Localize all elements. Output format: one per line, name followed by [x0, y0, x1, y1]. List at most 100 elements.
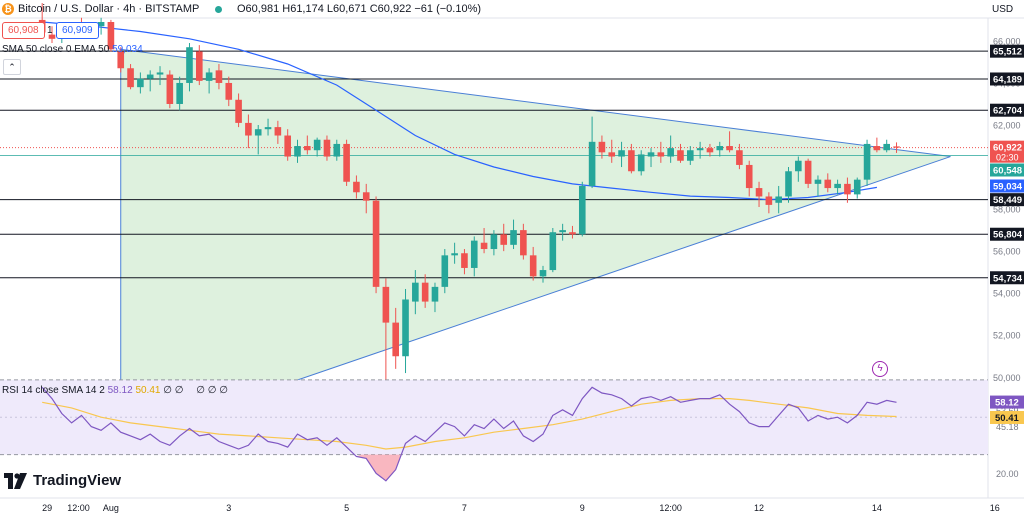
- candle-body: [431, 286, 439, 302]
- ohlc-readout: O60,981 H61,174 L60,671 C60,922 −61 (−0.…: [237, 3, 482, 15]
- candle: [520, 223, 527, 260]
- currency-label[interactable]: USD: [992, 4, 1014, 15]
- candle-body: [706, 148, 714, 153]
- last-price-tag: [990, 140, 1024, 163]
- candle-body: [637, 154, 645, 172]
- candle-body: [578, 185, 586, 235]
- candle-body: [294, 146, 301, 157]
- candle: [48, 26, 56, 44]
- ema-price-tag: [990, 179, 1024, 193]
- candle-body: [559, 230, 566, 233]
- candle: [529, 246, 537, 281]
- price-tick-label: 66,000: [993, 36, 1021, 46]
- rsi-sma-label: 50.41: [995, 413, 1019, 424]
- rsi-legend[interactable]: RSI 14 close SMA 14 2 58.12 50.41 ∅ ∅ ∅ …: [2, 385, 228, 396]
- sell-button[interactable]: 60,908: [2, 22, 45, 39]
- candle: [687, 146, 694, 165]
- candle: [127, 64, 134, 90]
- candle: [402, 288, 409, 374]
- candle-body: [245, 122, 252, 136]
- level-price-tag: [990, 72, 1024, 86]
- candle: [539, 265, 547, 283]
- bitcoin-icon: ₿: [2, 3, 14, 15]
- rsi-tick-label: 53.69: [996, 406, 1019, 416]
- level-price-tag: [990, 271, 1024, 285]
- candle-body: [372, 200, 380, 287]
- candle-body: [647, 152, 655, 157]
- rsi-legend-sma-value: 50.41: [135, 385, 161, 396]
- candle-body: [893, 146, 900, 148]
- candle-body: [176, 82, 183, 104]
- candle-body: [284, 135, 291, 157]
- candle: [470, 236, 478, 277]
- level-price-tag: [990, 44, 1024, 58]
- rsi-legend-label: RSI 14 close SMA 14 2: [2, 385, 105, 396]
- rsi-legend-extra: ∅ ∅: [163, 385, 184, 396]
- candle: [451, 242, 458, 264]
- candle: [706, 143, 714, 157]
- candle: [657, 141, 665, 163]
- last-price-label: 60,922: [993, 143, 1022, 154]
- candle-body: [304, 146, 311, 151]
- candle: [628, 143, 635, 174]
- candle-body: [765, 196, 773, 205]
- time-tick-label: 12:00: [67, 503, 90, 513]
- candle: [588, 116, 596, 189]
- candle: [608, 139, 616, 163]
- candle: [559, 223, 566, 241]
- candle-body: [117, 51, 125, 69]
- tradingview-logo[interactable]: TradingView: [4, 472, 121, 489]
- candle: [873, 137, 881, 153]
- chevron-up-icon: ⌃: [8, 62, 16, 72]
- candle-body: [726, 146, 733, 151]
- candle-body: [814, 179, 822, 184]
- time-tick-label: 29: [42, 503, 52, 513]
- collapse-legend-button[interactable]: ⌃: [3, 59, 21, 75]
- candle: [245, 114, 252, 149]
- candle: [765, 192, 773, 214]
- symbol-title[interactable]: Bitcoin / U.S. Dollar · 4h · BITSTAMP: [18, 3, 200, 15]
- candle-body: [461, 253, 468, 268]
- candle-body: [490, 234, 498, 250]
- candle-body: [795, 160, 802, 172]
- candle-body: [470, 240, 478, 268]
- candle-body: [677, 150, 684, 161]
- candle: [392, 307, 399, 369]
- level-price-label: 64,189: [993, 74, 1022, 85]
- candle: [274, 120, 282, 144]
- candle-body: [362, 192, 370, 201]
- candle: [667, 135, 674, 163]
- time-tick-label: 12:00: [659, 503, 682, 513]
- candle-body: [863, 143, 871, 180]
- candle-body: [844, 183, 851, 195]
- candle-body: [510, 230, 517, 245]
- candle-body: [883, 143, 890, 151]
- candle: [578, 181, 586, 237]
- rsi-line: [41, 386, 897, 482]
- candle: [510, 219, 517, 250]
- rsi-sma-line: [42, 398, 897, 450]
- candle-body: [853, 179, 861, 195]
- candle-body: [421, 282, 429, 302]
- candle: [824, 173, 832, 193]
- candle: [785, 167, 792, 203]
- price-tick-label: 56,000: [993, 247, 1021, 257]
- candle-body: [618, 150, 625, 157]
- candle-body: [48, 34, 56, 39]
- candle: [186, 43, 193, 92]
- alert-badge-icon[interactable]: ϟ: [872, 361, 888, 377]
- ma-legend[interactable]: SMA 50 close 0 EMA 50 59,034: [2, 44, 143, 55]
- buy-button[interactable]: 60,909: [56, 22, 99, 39]
- candle: [225, 76, 233, 107]
- tradingview-icon: [4, 472, 27, 489]
- price-tick-label: 52,000: [993, 331, 1021, 341]
- candle: [215, 64, 223, 90]
- candle-body: [667, 148, 674, 157]
- time-tick-label: 5: [344, 503, 349, 513]
- candle-body: [343, 143, 350, 182]
- candle-body: [687, 150, 694, 161]
- candle-body: [186, 47, 193, 83]
- spread-value: 1: [47, 25, 53, 36]
- candle-body: [215, 70, 223, 83]
